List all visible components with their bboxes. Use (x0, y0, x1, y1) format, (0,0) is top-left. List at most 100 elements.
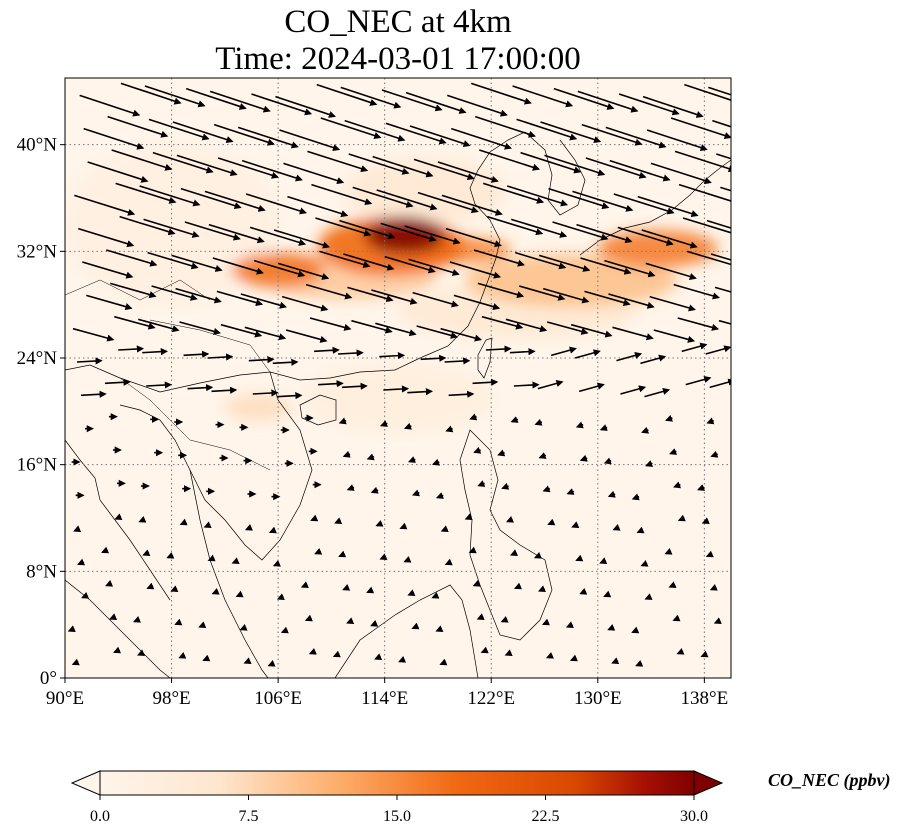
wind-arrow (710, 450, 719, 458)
wind-arrow (569, 654, 578, 662)
wind-arrow (480, 646, 489, 654)
wind-arrow (604, 259, 656, 278)
map-frame (64, 77, 732, 679)
wind-arrow (276, 593, 285, 600)
wind-arrow (440, 525, 449, 532)
wind-arrow (310, 514, 319, 522)
wind-arrow (469, 413, 478, 421)
wind-arrow (115, 182, 177, 204)
wind-arrow (477, 480, 486, 487)
wind-arrow (553, 87, 615, 110)
wind-arrow (677, 514, 686, 522)
wind-arrow (544, 154, 606, 177)
wind-arrow (346, 617, 355, 624)
wind-arrow (649, 295, 696, 312)
wind-arrow (352, 186, 414, 208)
wind-arrow (645, 262, 697, 280)
wind-arrow (283, 162, 345, 185)
wind-arrow (714, 286, 731, 293)
wind-arrow (74, 194, 136, 216)
wind-arrow (249, 226, 307, 246)
wind-arrow (403, 556, 412, 563)
wind-arrow (669, 448, 678, 455)
plot-title: CO_NEC at 4km (284, 4, 512, 40)
wind-arrow (439, 658, 448, 666)
wind-arrow (174, 618, 183, 626)
wind-arrow (147, 251, 199, 270)
wind-arrow (183, 350, 210, 358)
wind-arrow (67, 625, 76, 632)
wind-arrow (300, 581, 309, 588)
wind-arrow (437, 161, 499, 183)
wind-arrow (697, 484, 706, 491)
wind-arrow (383, 385, 410, 393)
lat-tick-label: 32°N (17, 241, 58, 262)
wind-arrow (220, 323, 263, 338)
wind-arrow (670, 117, 731, 140)
wind-arrow (185, 87, 247, 110)
wind-arrow (487, 215, 544, 236)
lat-tick-label: 8°N (26, 561, 57, 582)
wind-arrow (413, 158, 475, 181)
wind-arrow (384, 255, 436, 274)
wind-arrow (505, 516, 515, 523)
wind-arrow (408, 258, 460, 276)
wind-arrow (607, 624, 616, 631)
wind-arrow (709, 378, 731, 389)
wind-arrow (339, 219, 396, 240)
wind-arrow (504, 649, 513, 656)
lon-tick-label: 130°E (574, 688, 622, 709)
wind-arrow (347, 286, 394, 303)
wind-arrow (106, 249, 158, 267)
wind-arrow (513, 381, 540, 389)
wind-arrow (709, 584, 718, 591)
colorbar-label: CO_NEC (ppbv) (768, 770, 891, 790)
wind-arrow (608, 293, 655, 309)
wind-arrow (706, 219, 731, 229)
wind-arrow (644, 593, 653, 600)
wind-arrow (612, 524, 621, 531)
wind-arrow (570, 323, 613, 338)
wind-arrow (211, 588, 220, 595)
wind-arrow (420, 354, 447, 362)
wind-arrow (315, 217, 372, 237)
wind-arrow (476, 613, 485, 620)
wind-arrow (518, 285, 566, 301)
wind-arrow (151, 285, 198, 301)
wind-arrow (208, 223, 265, 244)
wind-arrow (576, 223, 633, 244)
wind-arrow (631, 493, 640, 501)
colorbar-tick-label: 22.5 (532, 808, 560, 825)
wind-arrow (207, 353, 234, 361)
wind-arrow (342, 584, 351, 591)
wind-arrow (514, 251, 567, 270)
wind-arrow (253, 259, 306, 278)
wind-arrow (512, 85, 574, 108)
wind-arrow (376, 189, 438, 211)
colorbar-tick-label: 15.0 (383, 808, 411, 825)
wind-arrow (114, 315, 156, 330)
wind-arrow (477, 282, 525, 299)
wind-arrow (705, 345, 731, 355)
wind-arrow (146, 582, 155, 590)
wind-arrow (672, 614, 681, 622)
wind-arrow (276, 392, 303, 400)
wind-arrow (475, 115, 536, 138)
wind-arrow (641, 229, 698, 249)
wind-arrow (187, 384, 214, 392)
wind-arrow (148, 118, 210, 141)
wind-arrow (138, 318, 180, 333)
lat-tick-label: 0° (40, 668, 57, 689)
coastline-hainan (299, 394, 337, 426)
wind-arrow (506, 185, 569, 207)
wind-arrow (684, 83, 731, 101)
wind-arrow (646, 129, 708, 152)
wind-arrow (237, 126, 299, 149)
wind-arrow (449, 261, 502, 279)
wind-arrow (318, 380, 344, 388)
colorbar-tick-label: 7.5 (239, 808, 259, 825)
wind-arrow (603, 457, 612, 465)
wind-arrow (342, 450, 351, 458)
wind-arrow (571, 521, 580, 528)
coastline-taiwan (477, 337, 493, 379)
